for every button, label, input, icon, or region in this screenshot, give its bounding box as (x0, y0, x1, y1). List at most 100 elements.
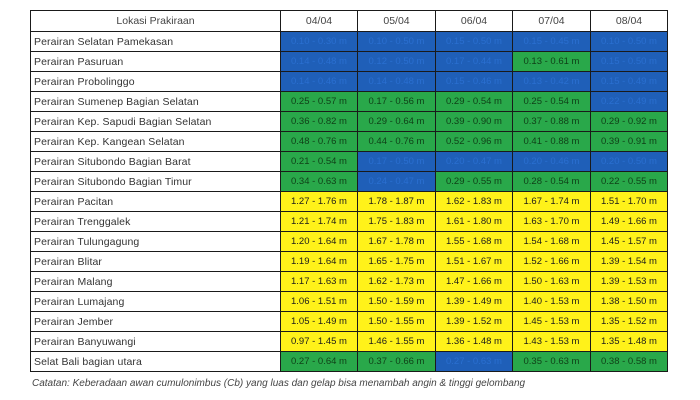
location-cell: Perairan Banyuwangi (30, 331, 281, 352)
wave-height-cell: 1.05 - 1.49 m (280, 311, 358, 332)
wave-height-cell: 1.67 - 1.78 m (357, 231, 436, 252)
table-row: Perairan Kep. Sapudi Bagian Selatan 0.36 … (30, 111, 668, 132)
wave-height-cell: 0.22 - 0.49 m (590, 91, 668, 112)
wave-height-cell: 0.37 - 0.88 m (512, 111, 591, 132)
wave-height-cell: 0.17 - 0.44 m (435, 51, 513, 72)
table-row: Perairan Blitar 1.19 - 1.64 m 1.65 - 1.75 … (30, 251, 668, 272)
wave-height-cell: 1.51 - 1.67 m (435, 251, 513, 272)
wave-height-cell: 1.39 - 1.54 m (590, 251, 668, 272)
wave-height-cell: 1.35 - 1.52 m (590, 311, 668, 332)
table-row: Perairan Tulungagung 1.20 - 1.64 m 1.67 - … (30, 231, 668, 252)
wave-height-cell: 1.52 - 1.66 m (512, 251, 591, 272)
table-row: Perairan Sumenep Bagian Selatan 0.25 - 0.… (30, 91, 668, 112)
wave-height-cell: 0.15 - 0.46 m (435, 71, 513, 92)
location-cell: Perairan Probolinggo (30, 71, 281, 92)
location-cell: Perairan Kep. Sapudi Bagian Selatan (30, 111, 281, 132)
wave-height-cell: 1.20 - 1.64 m (280, 231, 358, 252)
wave-height-cell: 0.15 - 0.50 m (435, 31, 513, 52)
wave-height-cell: 1.50 - 1.55 m (357, 311, 436, 332)
wave-height-cell: 1.17 - 1.63 m (280, 271, 358, 292)
wave-height-cell: 1.35 - 1.48 m (590, 331, 668, 352)
wave-height-cell: 0.22 - 0.55 m (590, 171, 668, 192)
wave-height-cell: 0.44 - 0.76 m (357, 131, 436, 152)
wave-height-cell: 0.17 - 0.50 m (357, 151, 436, 172)
wave-height-cell: 0.27 - 0.64 m (280, 351, 358, 372)
wave-height-cell: 0.25 - 0.54 m (512, 91, 591, 112)
location-cell: Perairan Trenggalek (30, 211, 281, 232)
table-row: Perairan Malang 1.17 - 1.63 m 1.62 - 1.73 … (30, 271, 668, 292)
wave-height-cell: 0.14 - 0.48 m (280, 51, 358, 72)
wave-height-cell: 0.10 - 0.30 m (280, 31, 358, 52)
wave-height-cell: 1.45 - 1.53 m (512, 311, 591, 332)
wave-height-cell: 1.55 - 1.68 m (435, 231, 513, 252)
wave-height-cell: 1.65 - 1.75 m (357, 251, 436, 272)
wave-height-cell: 1.27 - 1.76 m (280, 191, 358, 212)
location-cell: Perairan Kep. Kangean Selatan (30, 131, 281, 152)
wave-height-cell: 0.15 - 0.50 m (590, 51, 668, 72)
wave-height-cell: 0.27 - 0.63 m (435, 351, 513, 372)
wave-height-cell: 1.62 - 1.83 m (435, 191, 513, 212)
wave-height-cell: 0.15 - 0.49 m (590, 71, 668, 92)
wave-height-cell: 1.50 - 1.59 m (357, 291, 436, 312)
table-row: Perairan Trenggalek 1.21 - 1.74 m 1.75 - 1… (30, 211, 668, 232)
location-cell: Perairan Sumenep Bagian Selatan (30, 91, 281, 112)
wave-height-cell: 0.39 - 0.91 m (590, 131, 668, 152)
wave-height-cell: 0.29 - 0.64 m (357, 111, 436, 132)
location-cell: Perairan Tulungagung (30, 231, 281, 252)
wave-height-cell: 0.14 - 0.48 m (357, 71, 436, 92)
wave-height-cell: 1.39 - 1.53 m (590, 271, 668, 292)
wave-height-cell: 1.38 - 1.50 m (590, 291, 668, 312)
wave-height-cell: 0.48 - 0.76 m (280, 131, 358, 152)
wave-height-cell: 0.97 - 1.45 m (280, 331, 358, 352)
table-row: Perairan Banyuwangi 0.97 - 1.45 m 1.46 - 1… (30, 331, 668, 352)
table-row: Perairan Kep. Kangean Selatan 0.48 - 0.76… (30, 131, 668, 152)
wave-height-cell: 0.13 - 0.42 m (512, 71, 591, 92)
wave-height-cell: 0.15 - 0.45 m (512, 31, 591, 52)
wave-height-cell: 0.37 - 0.66 m (357, 351, 436, 372)
wave-height-cell: 0.39 - 0.90 m (435, 111, 513, 132)
wave-height-cell: 0.34 - 0.63 m (280, 171, 358, 192)
footnote: Catatan: Keberadaan awan cumulonimbus (C… (32, 378, 526, 389)
wave-height-cell: 1.36 - 1.48 m (435, 331, 513, 352)
location-cell: Perairan Situbondo Bagian Timur (30, 171, 281, 192)
wave-height-cell: 1.75 - 1.83 m (357, 211, 436, 232)
wave-height-cell: 0.35 - 0.63 m (512, 351, 591, 372)
wave-height-cell: 0.36 - 0.82 m (280, 111, 358, 132)
date-column-header: 07/04 (512, 10, 591, 32)
wave-height-cell: 0.14 - 0.46 m (280, 71, 358, 92)
wave-height-cell: 0.17 - 0.56 m (357, 91, 436, 112)
wave-height-cell: 1.45 - 1.57 m (590, 231, 668, 252)
location-cell: Perairan Lumajang (30, 291, 281, 312)
wave-height-cell: 0.38 - 0.58 m (590, 351, 668, 372)
wave-height-cell: 1.62 - 1.73 m (357, 271, 436, 292)
wave-height-cell: 0.52 - 0.96 m (435, 131, 513, 152)
wave-height-cell: 1.39 - 1.49 m (435, 291, 513, 312)
wave-height-cell: 1.50 - 1.63 m (512, 271, 591, 292)
wave-height-cell: 0.28 - 0.54 m (512, 171, 591, 192)
wave-height-cell: 0.21 - 0.54 m (280, 151, 358, 172)
wave-height-cell: 1.78 - 1.87 m (357, 191, 436, 212)
wave-height-cell: 0.20 - 0.47 m (435, 151, 513, 172)
wave-height-cell: 0.13 - 0.61 m (512, 51, 591, 72)
date-column-header: 06/04 (435, 10, 513, 32)
wave-height-cell: 1.19 - 1.64 m (280, 251, 358, 272)
wave-height-cell: 0.41 - 0.88 m (512, 131, 591, 152)
wave-height-cell: 1.67 - 1.74 m (512, 191, 591, 212)
table-row: Perairan Pacitan 1.27 - 1.76 m 1.78 - 1.87… (30, 191, 668, 212)
wave-height-cell: 0.12 - 0.50 m (357, 51, 436, 72)
wave-height-cell: 1.40 - 1.53 m (512, 291, 591, 312)
location-cell: Selat Bali bagian utara (30, 351, 281, 372)
location-cell: Perairan Pasuruan (30, 51, 281, 72)
wave-height-cell: 1.21 - 1.74 m (280, 211, 358, 232)
location-cell: Perairan Situbondo Bagian Barat (30, 151, 281, 172)
wave-height-cell: 1.49 - 1.66 m (590, 211, 668, 232)
location-cell: Perairan Pacitan (30, 191, 281, 212)
date-column-header: 04/04 (280, 10, 358, 32)
wave-height-cell: 0.29 - 0.92 m (590, 111, 668, 132)
location-cell: Perairan Malang (30, 271, 281, 292)
table-row: Perairan Probolinggo 0.14 - 0.46 m 0.14 - … (30, 71, 668, 92)
table-row: Selat Bali bagian utara 0.27 - 0.64 m 0.37… (30, 351, 668, 372)
table-header-row: Lokasi Prakiraan 04/04 05/04 06/04 07/04… (30, 10, 668, 32)
